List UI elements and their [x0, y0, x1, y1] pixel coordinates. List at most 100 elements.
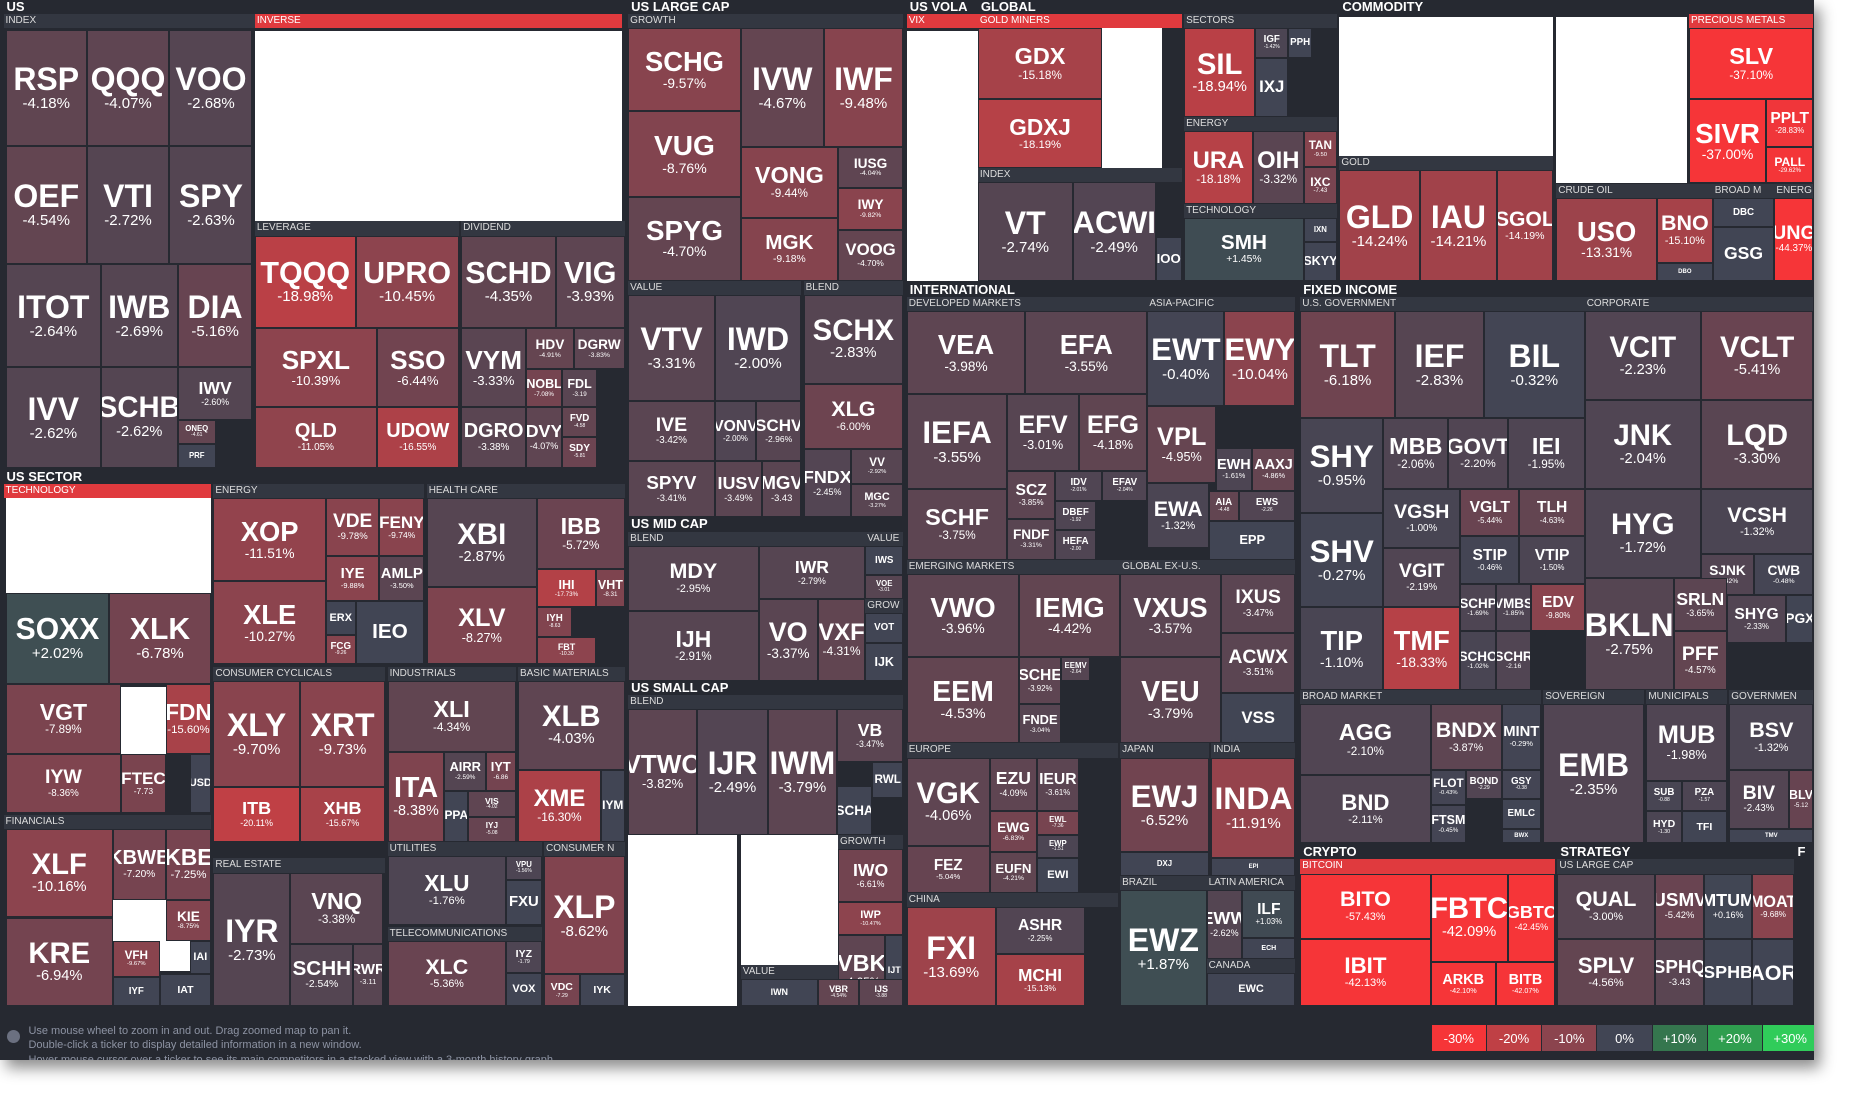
etf-tile[interactable]: EWS -2.26 [1238, 491, 1296, 521]
etf-tile[interactable]: FXI -13.69% [906, 906, 996, 1007]
etf-tile[interactable]: SCZ -3.85% [1007, 471, 1055, 519]
etf-tile[interactable]: AMLP -3.50% [379, 556, 425, 602]
etf-tile[interactable]: SCHR -2.16 [1495, 631, 1532, 691]
etf-tile[interactable]: VOE -3.01 [865, 575, 904, 600]
etf-tile[interactable]: SCHP -1.69% [1460, 583, 1496, 631]
etf-tile[interactable]: DBC [1712, 197, 1775, 228]
etf-tile[interactable]: BNDX -3.87% [1430, 704, 1502, 770]
etf-tile[interactable]: VIS -4.02 [468, 790, 516, 817]
etf-tile[interactable]: SKYY [1303, 241, 1337, 281]
etf-tile[interactable]: VTI -2.72% [86, 145, 170, 264]
etf-tile[interactable]: XLP -8.62% [544, 855, 625, 975]
etf-tile[interactable]: EEMV -2.64 [1060, 657, 1091, 681]
etf-tile[interactable]: URA -18.18% [1184, 131, 1253, 204]
etf-tile[interactable]: VT -2.74% [977, 182, 1073, 281]
etf-tile[interactable]: IYT -6.86 [485, 751, 516, 791]
etf-tile[interactable]: IWY -9.82% [837, 188, 904, 230]
etf-tile[interactable]: GSG [1712, 227, 1775, 281]
etf-tile[interactable]: TMF -18.33% [1383, 607, 1461, 691]
etf-tile[interactable]: IWR -2.79% [758, 545, 866, 600]
etf-tile[interactable]: IEFA -3.55% [906, 394, 1008, 489]
etf-tile[interactable]: SRLN -3.65% [1673, 577, 1727, 631]
etf-tile[interactable]: VOT [865, 613, 904, 643]
etf-tile[interactable]: EFG -4.18% [1078, 394, 1148, 472]
etf-tile[interactable]: TLH -4.63% [1519, 488, 1585, 537]
etf-tile[interactable]: SIL -18.94% [1184, 28, 1256, 118]
etf-tile[interactable]: FNDF -3.31% [1007, 518, 1055, 560]
etf-tile[interactable]: RWR-3.11 [353, 943, 383, 1007]
etf-tile[interactable]: IWV -2.60% [177, 367, 253, 421]
etf-tile[interactable]: EDV -9.80% [1531, 583, 1585, 631]
etf-tile[interactable]: QLD -11.05% [254, 407, 377, 468]
etf-tile[interactable]: EMB -2.35% [1543, 704, 1644, 843]
etf-tile[interactable]: EWJ -6.52% [1120, 757, 1209, 853]
etf-tile[interactable]: IWM -3.79% [768, 709, 837, 835]
etf-tile[interactable]: SLV -37.10% [1688, 28, 1814, 100]
etf-tile[interactable]: AOR [1751, 938, 1795, 1007]
etf-tile[interactable]: XLY -9.70% [213, 680, 300, 788]
etf-tile[interactable]: IEI -1.95% [1507, 417, 1585, 489]
etf-tile[interactable]: EWH -1.61% [1216, 447, 1252, 492]
etf-tile[interactable]: QQQ -4.07% [86, 29, 170, 146]
etf-tile[interactable]: PALL -29.62% [1766, 146, 1814, 184]
etf-tile[interactable]: IEUR -3.61% [1037, 757, 1079, 811]
etf-tile[interactable]: ASHR -2.25% [995, 906, 1085, 955]
etf-tile[interactable]: ECH [1242, 937, 1296, 959]
etf-tile[interactable]: VWO -3.96% [906, 574, 1020, 658]
etf-tile[interactable]: MINT -0.29% [1501, 704, 1541, 770]
etf-tile[interactable]: INDA -11.91% [1211, 757, 1296, 859]
etf-tile[interactable]: DGRW -3.83% [573, 327, 625, 370]
etf-tile[interactable]: SPHQ -3.43 [1654, 938, 1705, 1007]
etf-tile[interactable]: BNO -15.10% [1656, 197, 1713, 263]
etf-tile[interactable]: FEZ -5.04% [906, 846, 990, 893]
etf-tile[interactable]: HYG -1.72% [1584, 488, 1701, 578]
etf-tile[interactable]: XLU -1.76% [387, 855, 507, 925]
etf-tile[interactable]: IYH -8.63 [536, 607, 573, 637]
etf-tile[interactable]: STIP -0.46% [1460, 536, 1520, 584]
etf-tile[interactable]: VOX [506, 973, 542, 1007]
etf-tile[interactable]: IDV -2.01% [1054, 471, 1103, 501]
etf-tile[interactable]: XLC -5.36% [387, 941, 507, 1007]
etf-tile[interactable]: IUSV -3.49% [714, 460, 763, 518]
etf-tile[interactable]: VPL -4.95% [1147, 406, 1217, 483]
etf-tile[interactable]: IYF [112, 976, 160, 1007]
etf-tile[interactable]: VFH -9.67% [112, 941, 160, 977]
etf-tile[interactable]: IYR -2.73% [213, 872, 291, 1007]
etf-tile[interactable]: HYD -1.30 [1646, 810, 1682, 843]
etf-tile[interactable]: VHT -8.31 [596, 569, 625, 608]
etf-tile[interactable]: IYZ -1.79 [506, 941, 542, 974]
etf-tile[interactable]: EPP [1208, 520, 1296, 560]
etf-tile[interactable]: BKLN -2.75% [1584, 577, 1674, 691]
etf-tile[interactable]: DBO [1656, 262, 1713, 281]
etf-tile[interactable]: BITB -42.07% [1495, 962, 1556, 1007]
etf-tile[interactable]: ACWI -2.49% [1072, 182, 1156, 281]
etf-tile[interactable]: GBTC -42.45% [1507, 873, 1556, 963]
etf-tile[interactable]: VONV -2.00% [714, 401, 757, 461]
etf-tile[interactable]: XLV -8.27% [426, 587, 537, 665]
etf-tile[interactable]: EPI [1211, 858, 1296, 877]
etf-tile[interactable]: PFF -4.57% [1673, 631, 1727, 691]
etf-tile[interactable]: VIG -3.93% [555, 235, 625, 328]
etf-tile[interactable]: SMH +1.45% [1184, 217, 1304, 281]
etf-tile[interactable]: TFI [1681, 810, 1727, 843]
etf-tile[interactable]: IXC -7.43 [1303, 166, 1337, 204]
etf-tile[interactable]: ITB -20.11% [213, 787, 300, 842]
etf-tile[interactable]: EWC [1206, 973, 1296, 1007]
etf-tile[interactable]: PPH [1288, 28, 1313, 58]
etf-tile[interactable]: PPLT -28.83% [1766, 99, 1814, 147]
etf-tile[interactable]: SCHB -2.62% [100, 367, 178, 468]
etf-tile[interactable]: DVY -4.07% [526, 407, 562, 468]
etf-tile[interactable]: VOO -2.68% [169, 29, 253, 146]
etf-tile[interactable]: MDY -2.95% [628, 545, 759, 611]
etf-tile[interactable]: NOBL -7.08% [526, 369, 562, 408]
etf-tile[interactable]: IHI -17.73% [536, 569, 597, 608]
etf-tile[interactable]: KRE -6.94% [5, 917, 113, 1007]
etf-tile[interactable]: ERX [325, 601, 356, 635]
etf-tile[interactable]: IWO -6.61% [837, 848, 904, 903]
etf-tile[interactable]: XBI -2.87% [426, 498, 537, 588]
etf-tile[interactable]: EWT -0.40% [1147, 311, 1225, 407]
etf-tile[interactable]: GDXJ -18.19% [977, 99, 1103, 169]
etf-tile[interactable]: TLT -6.18% [1300, 311, 1396, 418]
etf-tile[interactable]: VCLT -5.41% [1700, 311, 1814, 401]
etf-tile[interactable]: SPYG -4.70% [628, 196, 741, 281]
